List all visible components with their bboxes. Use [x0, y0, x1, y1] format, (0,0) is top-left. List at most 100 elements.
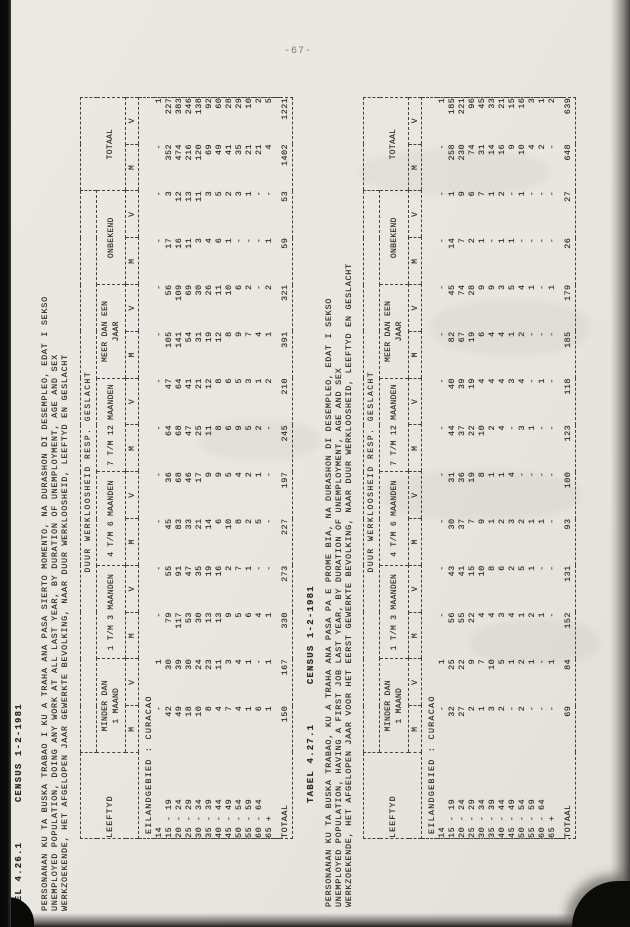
- table2-description-line-2: UNEMPLOYED POPULATION, HAVING A FIRST JO…: [334, 367, 344, 907]
- sex-col-header: M: [125, 705, 139, 753]
- data-cell: 11: [213, 658, 224, 670]
- table1-description-line-1: PERSONANAN KU TA BUSKA TRABAO I KU A TRA…: [40, 296, 50, 911]
- age-label: 30 - 34: [193, 798, 204, 838]
- data-cell: 25: [446, 658, 457, 670]
- data-cell: 15: [506, 97, 517, 109]
- unemployment-duration-table-2: LEEFTYD DUUR WERKLOOSHEID RESP. GESLACHT…: [363, 96, 576, 839]
- data-cell: 30: [193, 284, 204, 296]
- data-cell: 10: [243, 97, 254, 109]
- data-cell: 1: [243, 565, 254, 571]
- data-cell: -: [436, 424, 447, 431]
- data-cell: 1: [263, 705, 274, 712]
- data-cell: 1: [476, 237, 487, 244]
- data-cell: 216: [183, 144, 194, 161]
- data-cell: 109: [173, 284, 184, 302]
- data-cell: 16: [516, 97, 527, 109]
- data-cell: 21: [193, 518, 204, 530]
- data-cell: 37: [456, 518, 467, 530]
- col-group-7-12-maanden: 7 T/M 12 MAANDEN: [379, 378, 409, 472]
- data-cell: 1: [526, 565, 537, 571]
- data-cell: 21: [243, 144, 254, 156]
- data-cell: 9: [466, 658, 477, 665]
- data-cell: -: [253, 284, 264, 291]
- data-cell: -: [436, 190, 447, 197]
- total-label: TOTAAL: [279, 804, 290, 838]
- total-cell: 59: [279, 237, 290, 249]
- data-cell: 1: [546, 658, 557, 665]
- col-group-meer-dan-een-jaar: MEER DAN EEN JAAR: [96, 284, 126, 379]
- data-cell: 117: [173, 612, 184, 629]
- col-group-1-3-maanden: 1 T/M 3 MAANDEN: [96, 565, 126, 659]
- sex-col-header: M: [125, 612, 139, 659]
- age-label: 60 - 64: [536, 798, 547, 838]
- age-label: 20 - 24: [173, 798, 184, 838]
- data-cell: 221: [456, 97, 467, 115]
- total-cell: 27: [562, 190, 573, 202]
- total-row: TOTAAL 69 84 152 131 93 100 123 118 185 179 26 27 648…: [563, 97, 576, 838]
- data-cell: 105: [163, 331, 174, 348]
- data-cell: 1: [486, 190, 497, 197]
- data-cell: -: [546, 518, 557, 525]
- data-cell: 227: [163, 97, 174, 115]
- data-cell: -: [436, 378, 447, 384]
- table2-body: EILANDGEBIED : CURACAO 14-1- - - - - - - - - - -1 15…: [422, 97, 576, 838]
- unemployment-duration-table-1: LEEFTYD DUUR WERKLOOSHEID RESP. GESLACHT…: [80, 96, 293, 839]
- data-cell: -: [436, 237, 447, 244]
- data-cell: 15: [466, 565, 477, 577]
- data-cell: -: [536, 658, 547, 665]
- data-cell: 352: [163, 144, 174, 161]
- data-cell: 83: [173, 518, 184, 530]
- data-cell: 1: [526, 518, 537, 525]
- table-row: 30 - 34 10 24 30 35 21 17 25 21 31 30 3 11 120 138: [194, 97, 204, 838]
- table-row: 45 - 49-1 4 2 3 4-3 1 5 1-9 15: [507, 97, 517, 838]
- sex-col-header: M: [408, 612, 422, 659]
- total-cell: 1402: [279, 144, 290, 167]
- data-cell: 4: [233, 471, 244, 478]
- total-cell: 330: [279, 612, 290, 629]
- age-label: 14: [153, 826, 164, 838]
- data-cell: 1: [263, 331, 274, 337]
- data-cell: -: [526, 237, 537, 244]
- data-cell: -: [243, 237, 254, 244]
- data-cell: 53: [183, 612, 194, 624]
- data-cell: 64: [173, 378, 184, 390]
- page-number: -67-: [284, 46, 313, 57]
- data-cell: 4: [516, 378, 527, 384]
- data-cell: 47: [163, 378, 174, 390]
- data-cell: 30: [446, 518, 457, 530]
- sex-col-header: V: [408, 378, 422, 425]
- data-cell: 4: [253, 612, 264, 618]
- data-cell: 7: [466, 518, 477, 525]
- data-cell: 10: [476, 565, 487, 577]
- data-cell: 474: [173, 144, 184, 161]
- age-label: 40 - 44: [496, 798, 507, 838]
- table-row: 45 - 49 7 3 9 2 10 5 6 6 8 10 1 2 41 28: [224, 97, 234, 838]
- col-group-meer-dan-een-jaar: MEER DAN EEN JAAR: [379, 284, 409, 379]
- age-label: 14: [436, 826, 447, 838]
- sex-col-header: M: [408, 331, 422, 379]
- data-cell: 120: [193, 144, 204, 161]
- data-cell: 8: [213, 378, 224, 384]
- data-cell: -: [516, 237, 527, 244]
- table2-tabel-label: TABEL 4.27.1: [306, 723, 316, 803]
- data-cell: 1: [446, 190, 457, 197]
- sex-col-header: V: [125, 378, 139, 425]
- data-cell: 47: [183, 565, 194, 577]
- data-cell: -: [546, 190, 557, 197]
- data-cell: 3: [223, 658, 234, 665]
- sex-col-header: M: [408, 424, 422, 472]
- data-cell: 1: [263, 237, 274, 244]
- sex-col-header: M: [408, 518, 422, 566]
- data-cell: 13: [183, 190, 194, 202]
- data-cell: 9: [233, 331, 244, 337]
- data-cell: 42: [163, 705, 174, 717]
- data-cell: 1: [536, 378, 547, 384]
- data-cell: 44: [446, 424, 457, 436]
- data-cell: 64: [163, 424, 174, 436]
- sex-col-header: M: [408, 237, 422, 285]
- sex-col-header: M: [125, 518, 139, 566]
- data-cell: 92: [203, 97, 214, 109]
- data-cell: 3: [163, 190, 174, 197]
- data-cell: 36: [163, 471, 174, 483]
